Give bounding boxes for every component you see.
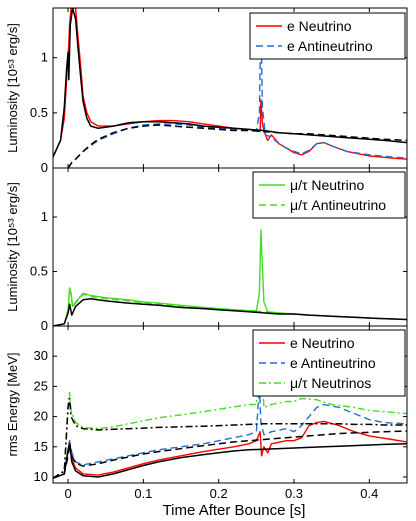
legend-label: e Antineutrino — [287, 38, 373, 54]
y-axis-label: Luminosity [10⁵³ erg/s] — [5, 182, 20, 312]
y-tick-label: 0 — [41, 160, 48, 175]
panel-2: 0 0.5 1 Luminosity [10⁵³ erg/s] μ/τ Neutrino… — [5, 167, 408, 333]
y-axis-label: Luminosity [10⁵³ erg/s] — [5, 23, 20, 153]
x-tick-label: 0.1 — [134, 486, 152, 501]
series-line--neutrino — [53, 229, 407, 326]
series-line-reference-2 — [53, 298, 407, 326]
y-tick-label: 0.5 — [30, 105, 48, 120]
y-tick-label: 10 — [34, 469, 48, 484]
series-line-reference-3 — [53, 443, 407, 479]
legend: e Neutrino e Antineutrino — [249, 12, 406, 60]
series-line-reference-4 — [53, 430, 407, 479]
legend-label: e Antineutrino — [290, 355, 376, 371]
y-tick-label: 20 — [34, 409, 48, 424]
series-line-reference-3 — [67, 124, 407, 168]
legend-label: μ/τ Neutrinos — [290, 375, 371, 391]
legend: μ/τ Neutrino μ/τ Antineutrino — [252, 171, 406, 219]
x-tick-label: 0.4 — [360, 486, 378, 501]
series-line-reference-5 — [53, 397, 407, 479]
axes-frame — [52, 325, 408, 484]
y-tick-label: 25 — [34, 378, 48, 393]
legend-box — [252, 171, 406, 219]
y-tick-label: 1 — [41, 50, 48, 65]
series-line-e-antineutrino — [53, 385, 407, 479]
series-line-e-neutrino — [53, 420, 407, 479]
series-line-e-antineutrino — [67, 18, 407, 168]
legend: e Neutrino e Antineutrino μ/τ Neutrinos — [252, 329, 406, 397]
series-line-reference-2 — [53, 8, 407, 158]
x-tick-label: 0.2 — [210, 486, 228, 501]
legend-box — [249, 12, 406, 60]
y-axis-label: rms Energy [MeV] — [5, 352, 20, 456]
y-tick-label: 15 — [34, 439, 48, 454]
legend-box — [252, 329, 406, 397]
y-tick-label: 30 — [34, 348, 48, 363]
legend-label: μ/τ Antineutrino — [290, 197, 386, 213]
legend-label: e Neutrino — [287, 18, 352, 34]
legend-label: μ/τ Neutrino — [290, 177, 365, 193]
series-line--antineutrino — [53, 289, 407, 326]
y-tick-label: 0 — [41, 318, 48, 333]
y-tick-label: 0.5 — [30, 264, 48, 279]
x-tick-label: 0.3 — [285, 486, 303, 501]
series-line--neutrinos — [53, 337, 407, 479]
y-tick-label: 1 — [41, 209, 48, 224]
x-tick-label: 0 — [64, 486, 71, 501]
legend-label: e Neutrino — [290, 335, 355, 351]
panel-3: 10 15 20 25 30 0 0.1 0.2 0.3 0.4 rms Energy [MeV] e… — [5, 325, 408, 501]
x-axis-label: Time After Bounce [s] — [163, 502, 306, 519]
series-line-e-neutrino — [53, 8, 407, 160]
